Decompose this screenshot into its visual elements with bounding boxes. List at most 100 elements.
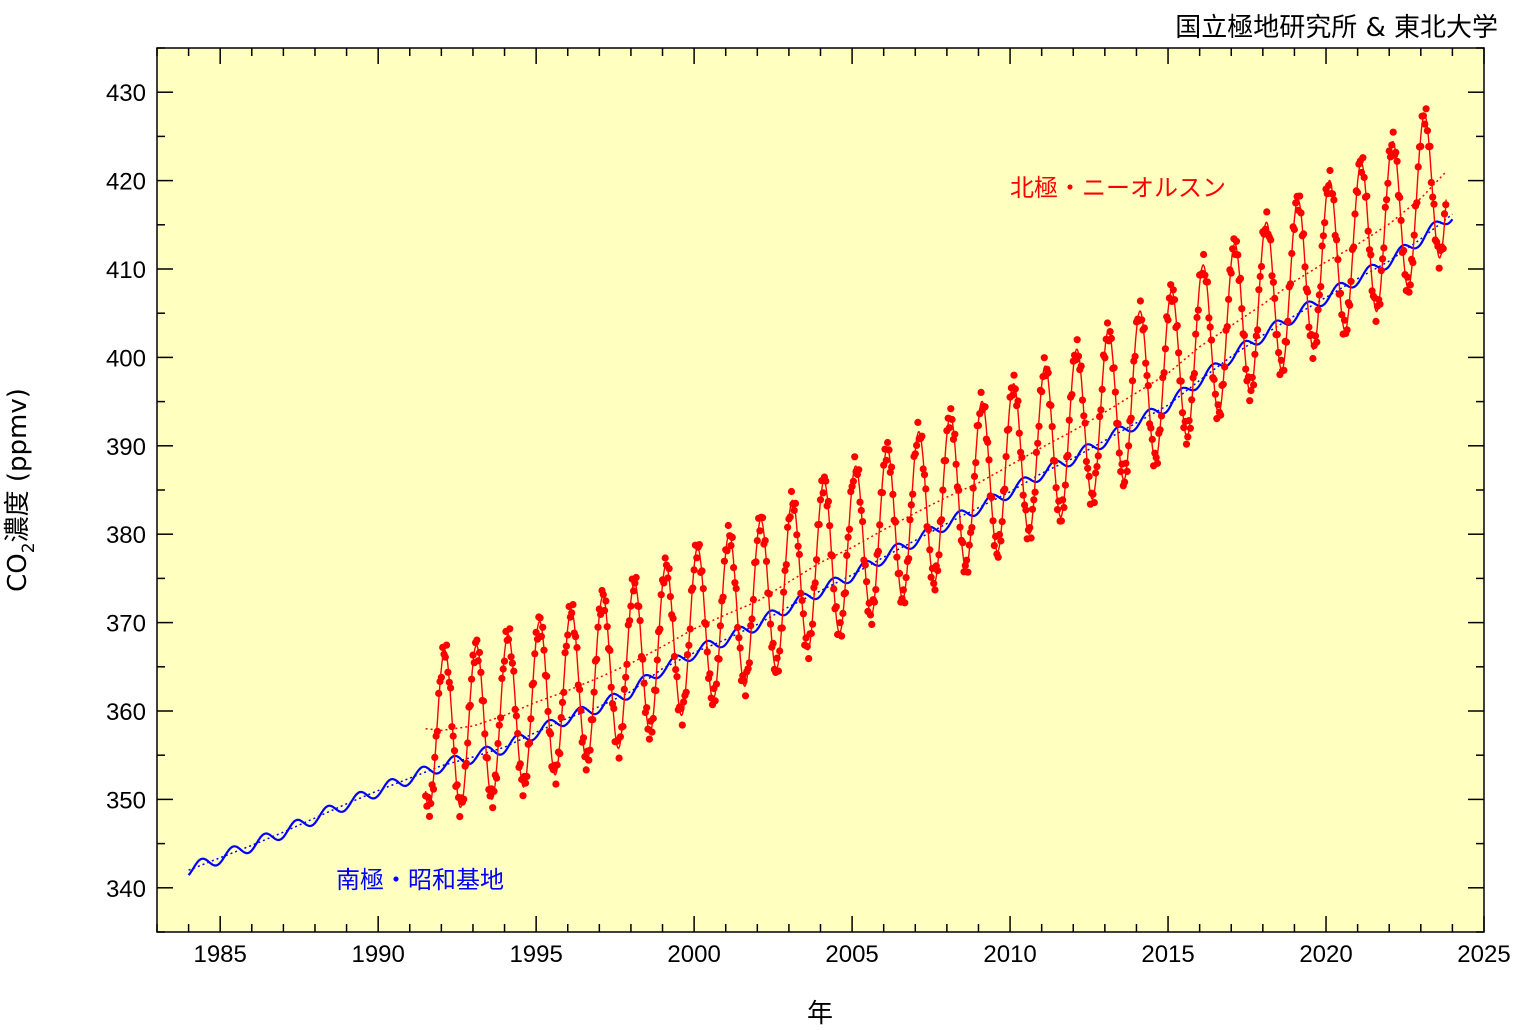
data-point [1300, 230, 1308, 238]
data-point [1002, 453, 1010, 461]
data-point [822, 477, 830, 485]
data-point [1388, 141, 1396, 149]
data-point [564, 631, 572, 639]
data-point [427, 799, 435, 808]
data-point [433, 727, 441, 736]
data-point [1319, 232, 1327, 240]
data-point [926, 546, 934, 554]
data-point [1221, 363, 1229, 371]
data-point [762, 557, 771, 566]
data-point [1325, 181, 1333, 190]
data-point [765, 590, 773, 598]
data-point [1389, 128, 1397, 136]
data-point [1292, 199, 1300, 207]
data-point [1009, 391, 1017, 399]
data-point [1169, 286, 1177, 294]
axis-ticks [156, 47, 1485, 933]
data-point [425, 812, 434, 821]
data-point [824, 497, 833, 505]
data-point [447, 684, 455, 692]
data-point [536, 614, 544, 622]
y-tick-label: 420 [106, 169, 146, 196]
x-tick-label: 2005 [825, 941, 878, 968]
data-point [1315, 291, 1323, 299]
data-point [998, 518, 1006, 526]
data-point [1005, 425, 1013, 433]
data-point [1304, 288, 1312, 296]
data-point [1014, 397, 1022, 405]
data-point [585, 756, 593, 764]
data-point [1156, 426, 1164, 434]
data-point [660, 579, 668, 587]
data-point [1223, 323, 1231, 331]
data-point [720, 557, 729, 565]
data-point [736, 644, 744, 652]
data-point [882, 456, 890, 464]
data-point [1219, 380, 1227, 388]
data-point [1011, 385, 1019, 393]
credit-text: 国立極地研究所 & 東北大学 [1175, 13, 1498, 43]
data-point [1098, 385, 1106, 393]
data-point [489, 804, 497, 812]
data-point [830, 585, 838, 593]
data-point [1203, 278, 1212, 286]
data-point [1148, 435, 1156, 443]
data-point [1284, 317, 1292, 325]
data-point [828, 552, 836, 560]
data-point [922, 485, 930, 493]
data-point [1034, 439, 1042, 447]
data-point [1290, 225, 1298, 234]
data-point [805, 655, 813, 663]
data-point [435, 689, 443, 698]
data-point [826, 522, 834, 530]
data-point [1254, 326, 1262, 334]
data-point [622, 673, 630, 681]
data-point [1123, 467, 1131, 475]
data-point [728, 533, 736, 542]
data-point [905, 555, 913, 563]
y-tick-label: 390 [106, 434, 146, 461]
data-point [429, 785, 438, 793]
data-point [1206, 323, 1214, 331]
data-point [601, 606, 609, 615]
data-point [1351, 210, 1359, 218]
data-point [843, 551, 851, 560]
data-point [449, 732, 457, 740]
data-point [749, 595, 758, 604]
data-point [1144, 382, 1152, 390]
data-point [1406, 281, 1414, 289]
data-point [911, 450, 919, 458]
data-point [1234, 251, 1242, 259]
data-point [610, 704, 618, 713]
plot-marks [187, 105, 1454, 876]
data-point [1186, 424, 1194, 432]
data-point [648, 728, 656, 736]
data-point [913, 441, 921, 449]
data-point [673, 673, 681, 681]
data-point [1193, 313, 1201, 322]
data-point [1256, 272, 1264, 281]
data-point [1383, 196, 1391, 204]
data-point [431, 753, 439, 762]
data-point [699, 585, 707, 593]
data-point [630, 587, 638, 595]
data-point [639, 655, 647, 663]
data-point [1019, 491, 1027, 499]
y-tick-label: 400 [106, 345, 146, 372]
data-point [493, 774, 501, 782]
data-point [599, 591, 607, 599]
data-point [734, 623, 742, 632]
data-point [1080, 412, 1088, 420]
data-point [698, 567, 706, 575]
data-point [1157, 412, 1166, 420]
y-tick-label: 410 [106, 257, 146, 284]
data-point [981, 403, 989, 411]
data-point [1384, 179, 1392, 187]
data-point [1376, 300, 1384, 308]
data-point [1022, 506, 1030, 514]
data-point [1092, 469, 1100, 477]
y-tick-label: 430 [106, 80, 146, 107]
data-point [615, 754, 623, 762]
data-point [657, 591, 665, 599]
data-point [838, 632, 846, 640]
